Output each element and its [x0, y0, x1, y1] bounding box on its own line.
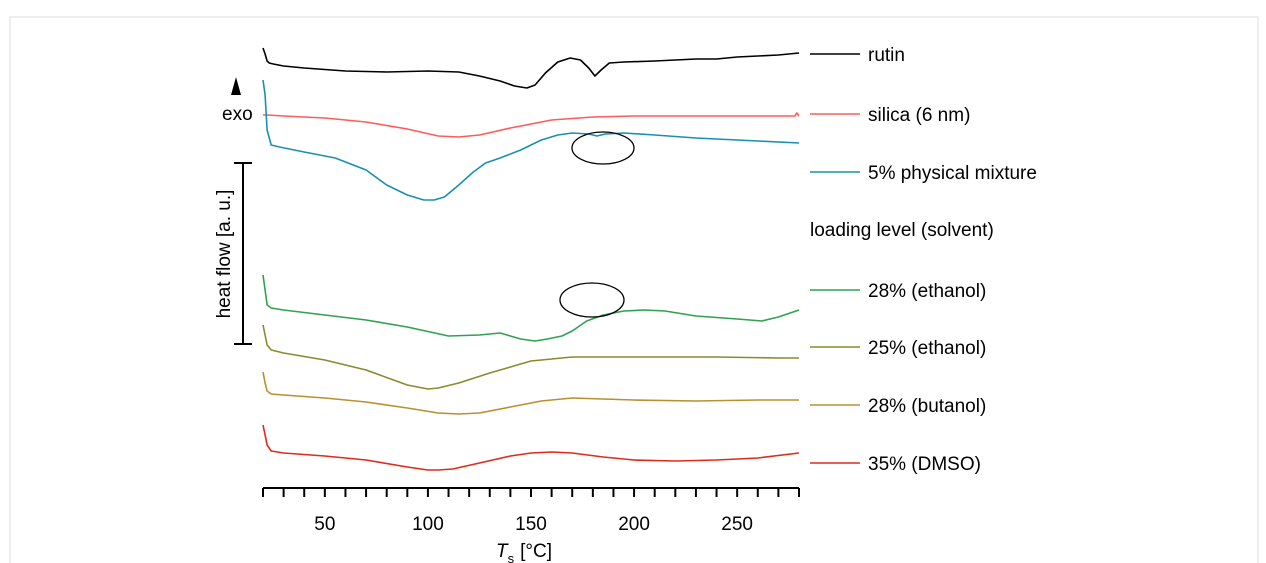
annotations	[559, 131, 635, 318]
legend-label-6: 28% (butanol)	[868, 396, 986, 417]
series-line-6	[262, 371, 799, 415]
series-line-4	[262, 274, 800, 342]
legend: rutin silica (6 nm) 5% physical mixture 28%…	[810, 45, 1037, 475]
x-axis-label-symbol: T	[496, 541, 509, 562]
legend-label-4: 28% (ethanol)	[868, 281, 986, 302]
annotation-ellipse-1	[571, 131, 635, 165]
x-tick-label: 150	[515, 514, 547, 535]
series-line-5	[262, 324, 799, 390]
series-line-7	[262, 424, 800, 471]
x-axis-label: Ts [°C]	[496, 541, 552, 563]
x-tick-label: 100	[412, 514, 444, 535]
figure-border	[9, 16, 1259, 563]
x-tick-label: 200	[618, 514, 650, 535]
y-axis-label: heat flow [a. u.]	[214, 190, 235, 319]
legend-label-3: 5% physical mixture	[868, 163, 1037, 184]
legend-heading: loading level (solvent)	[810, 220, 994, 241]
legend-label-2: silica (6 nm)	[868, 105, 970, 126]
legend-label-1: rutin	[868, 45, 905, 66]
exo-arrow-icon	[231, 77, 241, 95]
plot-area	[262, 47, 800, 471]
exo-label: exo	[222, 104, 253, 125]
x-axis: 50 100 150 200 250	[262, 487, 800, 535]
legend-label-7: 35% (DMSO)	[868, 454, 981, 475]
x-tick-label: 50	[314, 514, 335, 535]
x-tick-label: 250	[721, 514, 753, 535]
x-axis-label-subscript: s	[508, 551, 515, 563]
series-line-3	[262, 79, 800, 201]
legend-label-5: 25% (ethanol)	[868, 338, 986, 359]
series-line-1	[262, 47, 800, 89]
x-axis-label-unit: [°C]	[520, 541, 552, 562]
series-line-2	[263, 112, 800, 138]
y-scale-bar	[234, 162, 252, 345]
annotation-ellipse-2	[559, 282, 625, 318]
